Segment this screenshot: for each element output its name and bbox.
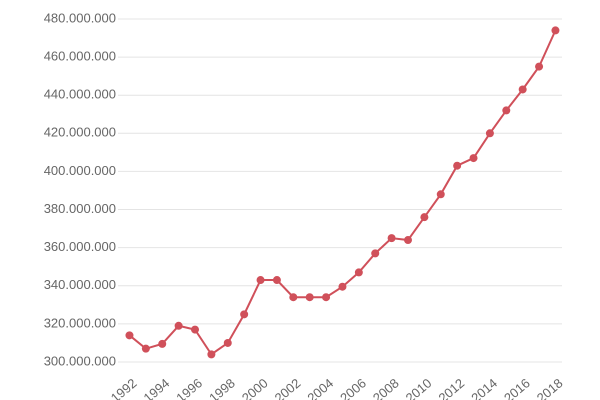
x-tick-label: 2018 (534, 375, 566, 400)
data-point (305, 293, 314, 302)
x-tick-label: 1996 (173, 375, 205, 400)
x-tick-label: 2008 (370, 375, 402, 400)
x-tick-label: 2002 (272, 375, 304, 400)
y-tick-label: 300.000.000 (44, 353, 116, 368)
data-point (403, 236, 412, 245)
data-point (191, 325, 200, 334)
data-point (371, 249, 380, 258)
x-tick-label: 2012 (435, 375, 467, 400)
data-point (485, 129, 494, 138)
data-point (551, 26, 560, 35)
y-tick-label: 360.000.000 (44, 239, 116, 254)
data-point (158, 339, 167, 348)
series-line (128, 29, 557, 356)
x-tick-label: 1992 (108, 375, 140, 400)
data-point (174, 321, 183, 330)
data-point (322, 293, 331, 302)
y-tick-label: 460.000.000 (44, 49, 116, 64)
data-point (518, 85, 527, 94)
y-tick-label: 440.000.000 (44, 87, 116, 102)
data-point (223, 338, 232, 347)
data-point (535, 62, 544, 71)
data-point (289, 293, 298, 302)
x-tick-label: 2010 (403, 375, 435, 400)
y-tick-label: 320.000.000 (44, 315, 116, 330)
x-tick-label: 1998 (206, 375, 238, 400)
y-tick-label: 400.000.000 (44, 163, 116, 178)
y-tick-label: 340.000.000 (44, 277, 116, 292)
y-tick-label: 480.000.000 (44, 10, 116, 25)
data-point (338, 282, 347, 291)
data-point (420, 213, 429, 222)
x-tick-label: 2016 (501, 375, 533, 400)
x-tick-label: 2014 (468, 375, 500, 400)
data-point (469, 154, 478, 163)
data-point (207, 350, 216, 359)
data-point (141, 344, 150, 353)
x-tick-label: 2004 (304, 375, 336, 400)
data-point (387, 234, 396, 243)
x-tick-label: 2006 (337, 375, 369, 400)
data-point (502, 106, 511, 115)
data-point (354, 268, 363, 277)
x-tick-label: 2000 (239, 375, 271, 400)
data-point (453, 161, 462, 170)
data-point (436, 190, 445, 199)
data-point (125, 331, 134, 340)
data-point (256, 276, 265, 285)
y-tick-label: 380.000.000 (44, 201, 116, 216)
data-point (240, 310, 249, 319)
x-tick-label: 1994 (141, 375, 173, 400)
y-tick-label: 420.000.000 (44, 125, 116, 140)
data-point (272, 276, 281, 285)
